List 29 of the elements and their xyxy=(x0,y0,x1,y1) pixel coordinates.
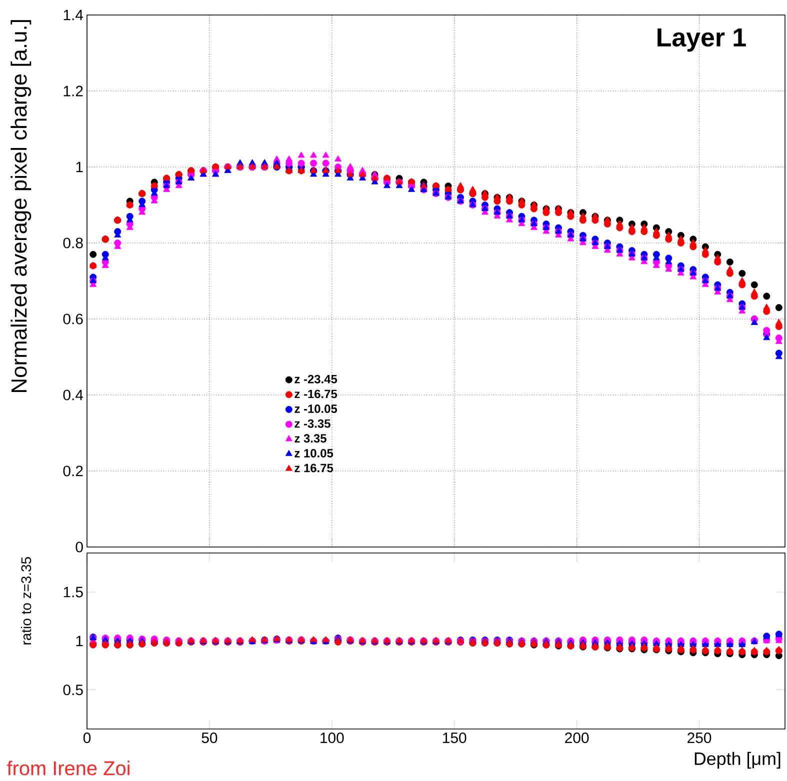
x-tick-label: 50 xyxy=(202,732,218,744)
legend-label: z -23.45 xyxy=(294,374,338,384)
y-axis-title: ratio to z=3.35 xyxy=(20,557,32,644)
x-tick-label: 150 xyxy=(443,732,466,744)
y-tick-label: 1 xyxy=(76,162,83,172)
legend-label: z 16.75 xyxy=(294,464,334,472)
x-tick-label: 0 xyxy=(83,732,91,744)
y-tick-label: 0.8 xyxy=(63,238,83,248)
x-axis-title: Depth [μm] xyxy=(694,752,780,769)
legend-label: z -3.35 xyxy=(294,419,330,428)
x-tick-label: 250 xyxy=(688,732,712,744)
y-tick-label: 1.2 xyxy=(64,86,83,96)
y-axis-title: Normalized average pixel charge [a.u.] xyxy=(10,20,32,392)
y-tick-label: 0.4 xyxy=(63,390,84,400)
y-tick-label: 1.5 xyxy=(64,586,83,598)
legend-label: z -16.75 xyxy=(294,390,338,398)
y-tick-label: 1.4 xyxy=(64,10,84,20)
chart-title: Layer 1 xyxy=(658,28,746,52)
legend-label: z 10.05 xyxy=(294,448,334,458)
y-tick-label: 0.5 xyxy=(63,684,83,696)
x-tick-label: 200 xyxy=(565,732,589,744)
legend-label: z -10.05 xyxy=(294,404,338,413)
x-tick-label: 100 xyxy=(320,732,344,744)
y-tick-label: 0.2 xyxy=(63,466,83,476)
text: from Irene Zoi xyxy=(7,760,130,776)
legend-label: z 3.35 xyxy=(294,434,326,443)
y-tick-label: 0.6 xyxy=(63,314,83,324)
y-tick-label: 0 xyxy=(76,542,83,552)
y-tick-label: 1 xyxy=(76,636,83,646)
